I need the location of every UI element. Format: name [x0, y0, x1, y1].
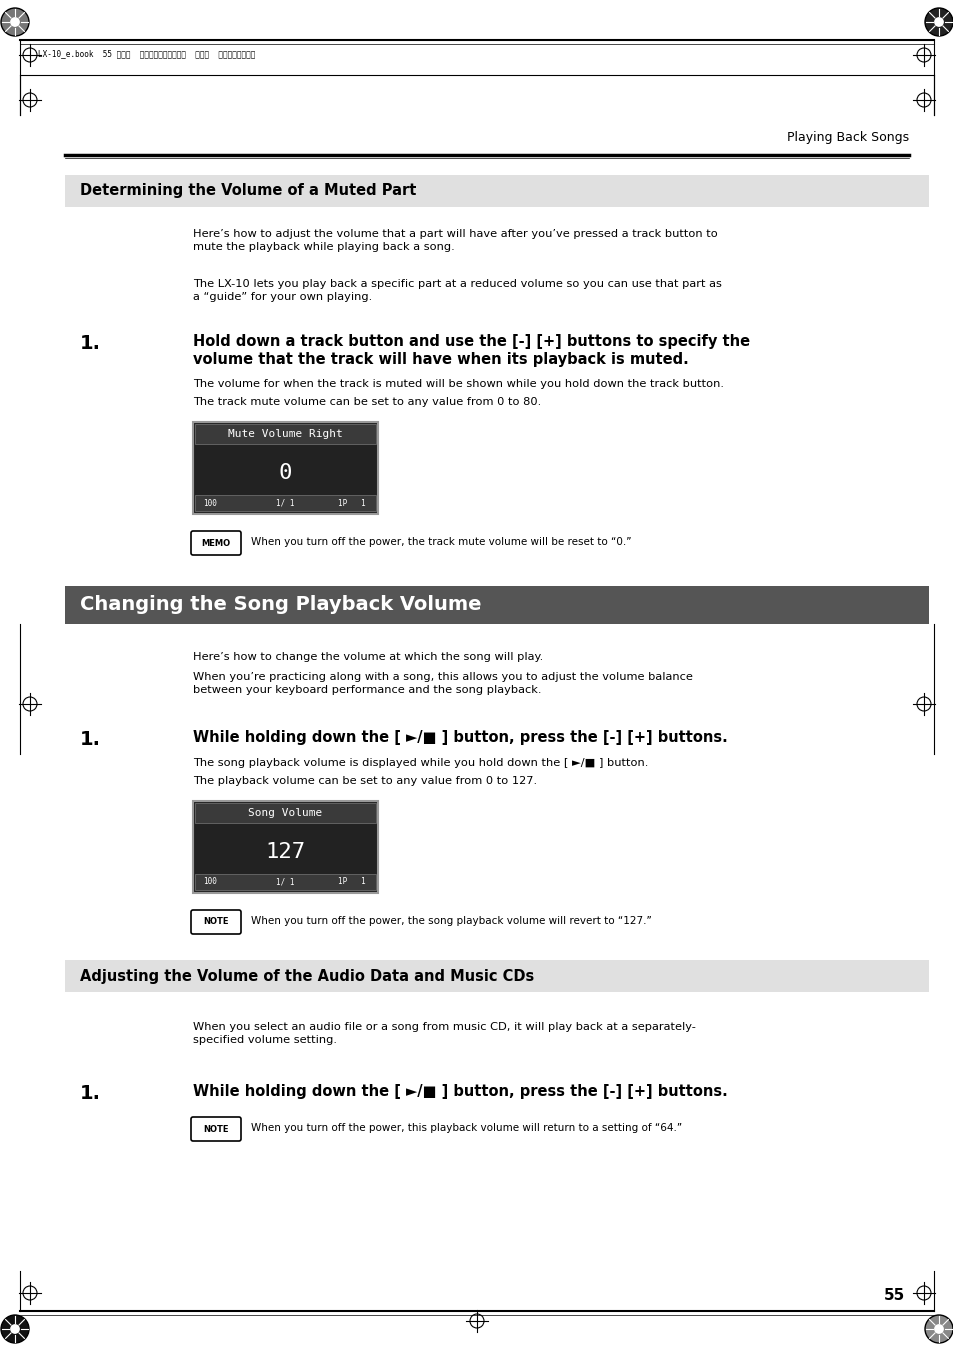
- Circle shape: [924, 1315, 952, 1343]
- Bar: [194, 494, 375, 511]
- FancyBboxPatch shape: [191, 531, 241, 555]
- Bar: [193, 801, 377, 893]
- Circle shape: [933, 1324, 943, 1333]
- Text: When you turn off the power, the track mute volume will be reset to “0.”: When you turn off the power, the track m…: [251, 536, 631, 547]
- Bar: [194, 802, 375, 823]
- FancyBboxPatch shape: [191, 911, 241, 934]
- Text: 55: 55: [882, 1289, 903, 1304]
- Circle shape: [10, 1324, 20, 1333]
- Text: Determining the Volume of a Muted Part: Determining the Volume of a Muted Part: [80, 184, 416, 199]
- Text: 1P   1: 1P 1: [337, 499, 365, 508]
- FancyBboxPatch shape: [191, 1117, 241, 1142]
- Text: LX-10_e.book  55 ページ  ２００８年９月２２日  月曜日  午前１０時５１分: LX-10_e.book 55 ページ ２００８年９月２２日 月曜日 午前１０時…: [38, 50, 255, 58]
- Text: 1.: 1.: [80, 1084, 101, 1102]
- Text: The volume for when the track is muted will be shown while you hold down the tra: The volume for when the track is muted w…: [193, 380, 723, 389]
- Text: Changing the Song Playback Volume: Changing the Song Playback Volume: [80, 596, 481, 615]
- Text: The LX-10 lets you play back a specific part at a reduced volume so you can use : The LX-10 lets you play back a specific …: [193, 280, 721, 303]
- Text: When you turn off the power, this playback volume will return to a setting of “6: When you turn off the power, this playba…: [251, 1123, 681, 1133]
- Circle shape: [10, 18, 20, 27]
- Text: NOTE: NOTE: [203, 1124, 229, 1133]
- Text: 0: 0: [278, 463, 292, 484]
- Circle shape: [924, 8, 952, 36]
- Text: 127: 127: [265, 842, 305, 862]
- Text: When you select an audio file or a song from music CD, it will play back at a se: When you select an audio file or a song …: [193, 1021, 695, 1046]
- Text: While holding down the [ ►/■ ] button, press the [-] [+] buttons.: While holding down the [ ►/■ ] button, p…: [193, 1084, 727, 1098]
- Text: 1.: 1.: [80, 334, 101, 353]
- Text: 1.: 1.: [80, 730, 101, 748]
- Text: Hold down a track button and use the [-] [+] buttons to specify the: Hold down a track button and use the [-]…: [193, 334, 749, 349]
- Text: Mute Volume Right: Mute Volume Right: [228, 430, 342, 439]
- Text: The track mute volume can be set to any value from 0 to 80.: The track mute volume can be set to any …: [193, 397, 540, 407]
- Text: When you’re practicing along with a song, this allows you to adjust the volume b: When you’re practicing along with a song…: [193, 671, 692, 696]
- Text: Playing Back Songs: Playing Back Songs: [786, 131, 908, 145]
- Circle shape: [933, 18, 943, 27]
- Bar: [193, 422, 377, 513]
- Circle shape: [1, 8, 29, 36]
- Text: MEMO: MEMO: [201, 539, 231, 547]
- Circle shape: [1, 1315, 29, 1343]
- Text: The playback volume can be set to any value from 0 to 127.: The playback volume can be set to any va…: [193, 775, 537, 786]
- Text: 1/ 1: 1/ 1: [276, 499, 294, 508]
- Text: 100: 100: [203, 878, 216, 886]
- Text: Here’s how to change the volume at which the song will play.: Here’s how to change the volume at which…: [193, 653, 542, 662]
- Text: Adjusting the Volume of the Audio Data and Music CDs: Adjusting the Volume of the Audio Data a…: [80, 969, 534, 984]
- Text: Here’s how to adjust the volume that a part will have after you’ve pressed a tra: Here’s how to adjust the volume that a p…: [193, 230, 717, 253]
- Text: 1P   1: 1P 1: [337, 878, 365, 886]
- Bar: [194, 874, 375, 890]
- Bar: [65, 961, 928, 992]
- Bar: [65, 586, 928, 624]
- Text: 1/ 1: 1/ 1: [276, 878, 294, 886]
- Text: When you turn off the power, the song playback volume will revert to “127.”: When you turn off the power, the song pl…: [251, 916, 651, 925]
- Text: While holding down the [ ►/■ ] button, press the [-] [+] buttons.: While holding down the [ ►/■ ] button, p…: [193, 730, 727, 744]
- Text: Song Volume: Song Volume: [248, 808, 322, 817]
- Text: The song playback volume is displayed while you hold down the [ ►/■ ] button.: The song playback volume is displayed wh…: [193, 758, 648, 767]
- Text: NOTE: NOTE: [203, 917, 229, 927]
- Text: volume that the track will have when its playback is muted.: volume that the track will have when its…: [193, 353, 688, 367]
- Text: 100: 100: [203, 499, 216, 508]
- Bar: [194, 424, 375, 444]
- Bar: [65, 176, 928, 207]
